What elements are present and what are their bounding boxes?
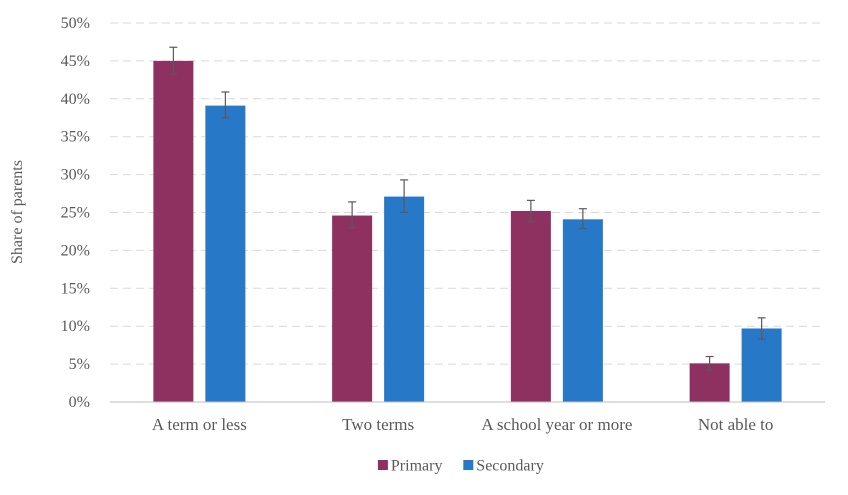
y-tick-label: 25% (61, 205, 90, 222)
bar-primary-2 (510, 210, 551, 402)
legend-item-primary: Primary (377, 458, 443, 475)
error-bar-primary-2 (526, 199, 535, 223)
bar-primary-0 (153, 60, 194, 403)
bar-primary-1 (332, 215, 373, 402)
bars (153, 60, 782, 403)
bar-secondary-1 (384, 196, 425, 402)
legend: Primary Secondary (377, 458, 544, 475)
legend-item-secondary: Secondary (463, 458, 544, 475)
legend-swatch (377, 460, 388, 470)
x-category-label: Not able to (698, 415, 774, 434)
legend-label: Primary (391, 458, 443, 475)
y-tick-label: 15% (61, 280, 90, 297)
x-axis-categories: A term or less Two terms A school year or … (152, 415, 773, 434)
legend-swatch (463, 460, 474, 470)
error-bar-secondary-3 (757, 317, 766, 340)
y-axis-ticks: 0% 5% 10% 15% 20% 25% 30% 35% 40% 45% 50% (61, 15, 90, 411)
y-tick-label: 35% (61, 129, 90, 146)
error-bar-primary-3 (705, 355, 714, 371)
error-bars (169, 46, 766, 371)
y-tick-label: 5% (69, 356, 90, 373)
y-tick-label: 30% (61, 167, 90, 184)
bar-secondary-0 (205, 105, 246, 402)
y-tick-label: 50% (61, 15, 90, 32)
error-bar-secondary-1 (400, 179, 409, 214)
y-axis-label: Share of parents (9, 160, 26, 264)
y-tick-label: 0% (69, 394, 90, 411)
x-category-label: A term or less (152, 415, 247, 434)
error-bar-secondary-0 (221, 91, 230, 119)
error-bar-primary-0 (169, 46, 178, 75)
bar-secondary-3 (741, 328, 782, 402)
legend-label: Secondary (476, 458, 544, 475)
y-tick-label: 40% (61, 91, 90, 108)
error-bar-secondary-2 (578, 208, 587, 230)
y-tick-label: 45% (61, 53, 90, 70)
y-tick-label: 20% (61, 242, 90, 259)
error-bar-primary-1 (348, 201, 357, 229)
x-category-label: Two terms (342, 415, 414, 434)
bar-secondary-2 (562, 219, 603, 402)
y-tick-label: 10% (61, 318, 90, 335)
x-category-label: A school year or more (481, 415, 632, 434)
